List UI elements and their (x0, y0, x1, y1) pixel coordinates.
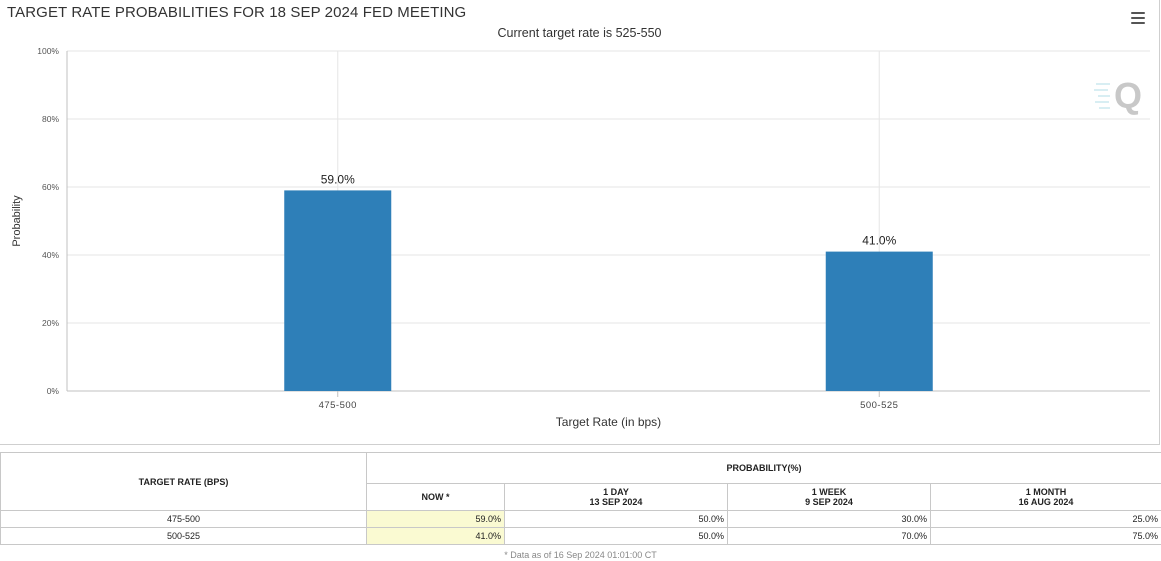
target-rate-header: TARGET RATE (BPS) (0, 452, 367, 511)
bar (825, 251, 933, 391)
probability-cell: 41.0% (366, 527, 505, 545)
table-header-row: TARGET RATE (BPS) PROBABILITY(%) (0, 452, 1161, 511)
x-tick-label: 475-500 (319, 400, 357, 411)
subheader-period: 1 DAY (603, 487, 629, 497)
y-axis-title: Probability (11, 195, 23, 247)
subheader-period: 1 WEEK (811, 487, 847, 497)
y-tick-label: 0% (47, 386, 60, 396)
table-body: 475-500 59.0% 50.0% 30.0% 25.0% 500-525 41.0% 5… (0, 510, 1161, 545)
svg-text:Q: Q (1114, 75, 1142, 116)
y-tick-label: 80% (42, 114, 59, 124)
probability-cell: 25.0% (930, 510, 1161, 528)
subheader-date: 9 SEP 2024 (805, 497, 853, 507)
probability-table-container: TARGET RATE (BPS) PROBABILITY(%) NOW * 1 … (0, 452, 1161, 545)
subheader-asterisk: * (443, 492, 450, 502)
subheader-period: NOW (421, 492, 444, 502)
chart-subtitle: Current target rate is 525-550 (497, 26, 662, 40)
y-tick-label: 20% (42, 318, 59, 328)
probability-header: PROBABILITY(%) (366, 452, 1161, 484)
subheader-col-0: NOW * (366, 483, 505, 511)
data-label: 59.0% (321, 172, 355, 186)
probability-cell: 70.0% (727, 527, 931, 545)
probability-cell: 75.0% (930, 527, 1161, 545)
chart-panel: TARGET RATE PROBABILITIES FOR 18 SEP 202… (0, 0, 1160, 445)
bar-chart: 0% 20% 40% 60% 80% 100% 59.0% 475-500 41.0% 500-5… (11, 46, 1150, 429)
x-tick-label: 500-525 (860, 400, 898, 411)
row-target-rate: 475-500 (0, 510, 367, 528)
table-subheader-row: NOW * 1 DAY 13 SEP 2024 1 WEEK 9 SEP 2024 1 M… (1, 483, 1161, 511)
hamburger-menu-icon[interactable] (1131, 12, 1145, 24)
table-row: 500-525 41.0% 50.0% 70.0% 75.0% (0, 527, 1161, 545)
subheader-date: 16 AUG 2024 (1018, 497, 1074, 507)
table-row: 475-500 59.0% 50.0% 30.0% 25.0% (0, 510, 1161, 528)
subheader-col-1: 1 DAY 13 SEP 2024 (504, 483, 728, 511)
subheader-date: 13 SEP 2024 (589, 497, 643, 507)
y-tick-label: 60% (42, 182, 59, 192)
y-tick-label: 40% (42, 250, 59, 260)
row-target-rate: 500-525 (0, 527, 367, 545)
data-label: 41.0% (862, 234, 896, 248)
cme-q-logo-icon: Q (1094, 75, 1142, 116)
probability-table: TARGET RATE (BPS) PROBABILITY(%) NOW * 1 … (0, 452, 1161, 545)
subheader-col-3: 1 MONTH 16 AUG 2024 (930, 483, 1161, 511)
probability-cell: 59.0% (366, 510, 505, 528)
probability-cell: 50.0% (504, 510, 728, 528)
y-tick-label: 100% (37, 46, 59, 56)
probability-cell: 50.0% (504, 527, 728, 545)
probability-cell: 30.0% (727, 510, 931, 528)
subheader-col-2: 1 WEEK 9 SEP 2024 (727, 483, 931, 511)
subheader-period: 1 MONTH (1025, 487, 1067, 497)
data-timestamp-footnote: * Data as of 16 Sep 2024 01:01:00 CT (504, 550, 657, 560)
x-axis-title: Target Rate (in bps) (556, 415, 661, 429)
bar (284, 190, 392, 391)
chart-title: TARGET RATE PROBABILITIES FOR 18 SEP 202… (7, 4, 467, 21)
